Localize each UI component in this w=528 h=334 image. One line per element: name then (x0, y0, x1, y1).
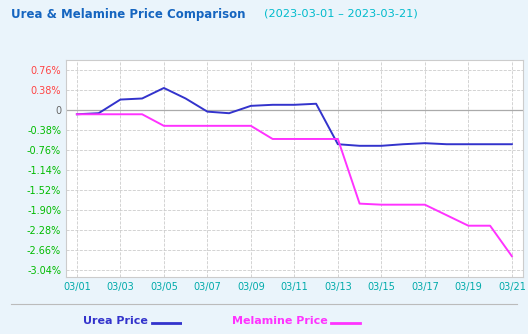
Text: Melamine Price: Melamine Price (232, 316, 327, 326)
Text: Urea Price: Urea Price (83, 316, 148, 326)
Text: (2023-03-01 – 2023-03-21): (2023-03-01 – 2023-03-21) (264, 8, 418, 18)
Text: Urea & Melamine Price Comparison: Urea & Melamine Price Comparison (11, 8, 245, 21)
